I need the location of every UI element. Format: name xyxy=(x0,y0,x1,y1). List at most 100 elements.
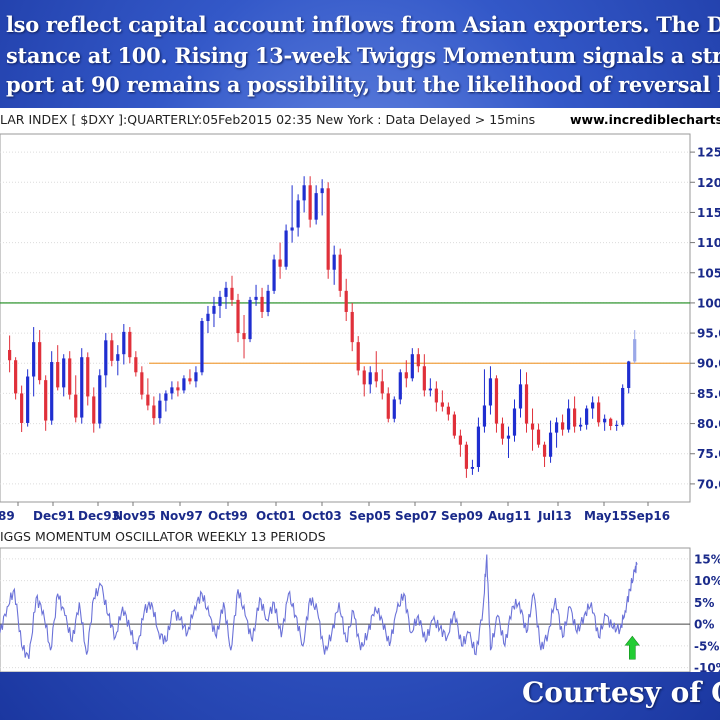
price-candle xyxy=(206,305,210,334)
oscillator-y-tick-label: -10% xyxy=(694,661,720,672)
price-candle xyxy=(548,420,553,463)
price-candle-body xyxy=(68,358,72,395)
price-y-tick-label: 110. xyxy=(697,236,720,250)
price-candle xyxy=(530,408,535,451)
price-candle xyxy=(104,333,108,388)
price-candle xyxy=(332,245,336,285)
price-candle xyxy=(320,179,324,216)
price-candle-body xyxy=(44,380,48,421)
price-candle xyxy=(296,194,300,237)
price-candle-body xyxy=(476,426,481,468)
price-candle xyxy=(182,375,186,394)
price-x-tick-label: Nov95 xyxy=(113,509,156,523)
price-candle xyxy=(536,423,541,448)
price-y-tick-label: 90.0 xyxy=(697,357,720,371)
price-candle-body xyxy=(260,296,264,312)
caption-line-1: lso reflect capital account inflows from… xyxy=(6,12,720,37)
price-candle xyxy=(597,396,601,427)
price-candle-body xyxy=(560,422,565,430)
price-candle xyxy=(603,414,607,431)
price-candle xyxy=(224,281,228,309)
price-candle-body xyxy=(104,340,108,376)
price-candle-body xyxy=(134,357,138,373)
price-candle xyxy=(380,369,384,400)
price-y-tick-label: 80.0 xyxy=(697,417,720,431)
price-candle-body xyxy=(206,313,210,322)
price-candle-body xyxy=(530,423,535,430)
price-candle xyxy=(446,402,450,421)
oscillator-gridlines xyxy=(0,558,690,669)
price-candle xyxy=(368,366,372,394)
price-candle xyxy=(128,327,132,364)
price-candle-body xyxy=(320,188,324,194)
price-candle-body xyxy=(488,378,493,406)
price-candle-body xyxy=(428,388,432,391)
price-candle xyxy=(554,417,559,448)
price-candle-body xyxy=(272,259,276,291)
price-candle-body xyxy=(585,408,589,425)
courtesy-banner: Courtesy of C xyxy=(500,676,720,716)
price-candle-body xyxy=(8,349,12,361)
oscillator-y-tick-label: 15% xyxy=(694,552,720,566)
price-candle xyxy=(591,396,595,419)
price-candle xyxy=(621,384,625,427)
price-candle-body xyxy=(452,414,456,436)
price-candle-body xyxy=(146,394,150,406)
price-candle-body xyxy=(350,311,354,343)
price-candle-body xyxy=(627,361,631,388)
price-candle-body xyxy=(621,387,625,425)
price-candle xyxy=(248,296,252,343)
price-candle xyxy=(326,182,330,279)
price-candle xyxy=(164,390,168,412)
price-candle-body xyxy=(368,372,372,385)
price-candle-body xyxy=(212,305,216,314)
oscillator-y-tick-label: -5% xyxy=(694,639,719,653)
price-candle xyxy=(410,348,414,382)
price-candle-body xyxy=(266,290,270,312)
price-candle-body xyxy=(302,185,306,201)
price-candle xyxy=(56,345,60,391)
price-candle-body xyxy=(14,360,18,394)
price-candles xyxy=(8,176,637,478)
price-candle xyxy=(524,372,529,433)
price-candle-body xyxy=(314,193,318,220)
price-candle-body xyxy=(362,370,366,385)
caption-line-3: port at 90 remains a possibility, but th… xyxy=(6,72,720,97)
price-y-tick-label: 75.0 xyxy=(697,447,720,461)
price-candle-body xyxy=(296,200,300,228)
price-candle-body xyxy=(86,357,90,397)
price-candle-body xyxy=(356,342,360,371)
price-y-tick-label: 70.0 xyxy=(697,477,720,491)
price-y-axis: 125. 120. 115. 110. 105. 100. 95.0 90.0 85.0 80.0… xyxy=(690,146,720,491)
price-candle-body xyxy=(615,424,619,426)
price-candle xyxy=(374,351,378,388)
price-x-tick-label: Dec91 xyxy=(33,509,75,523)
courtesy-text: Courtesy of C xyxy=(522,676,720,709)
price-candle xyxy=(615,420,619,431)
price-candle-body xyxy=(278,259,282,267)
price-candle xyxy=(68,351,72,400)
price-x-tick-label: Sep09 xyxy=(441,509,483,523)
price-candle-body xyxy=(386,393,390,419)
price-candle-body xyxy=(524,384,529,424)
price-candle xyxy=(518,369,523,418)
price-candle-body xyxy=(230,287,234,300)
price-candle xyxy=(344,278,348,322)
price-candle xyxy=(579,417,583,431)
price-y-tick-label: 105. xyxy=(697,266,720,280)
price-x-tick-label: Oct03 xyxy=(302,509,342,523)
oscillator-y-tick-label: 5% xyxy=(694,596,714,610)
price-plot-frame xyxy=(0,133,691,503)
price-candle-body xyxy=(308,185,312,220)
price-candle xyxy=(488,366,493,415)
price-candle xyxy=(609,417,613,431)
price-y-tick-label: 85.0 xyxy=(697,387,720,401)
price-candle xyxy=(140,366,144,400)
price-candle xyxy=(218,290,222,318)
price-candle xyxy=(470,459,475,475)
price-candle-body xyxy=(506,435,511,439)
price-candle xyxy=(440,390,444,412)
price-candle xyxy=(254,284,258,306)
price-x-tick-label: Nov97 xyxy=(160,509,203,523)
price-candle-body xyxy=(536,429,541,445)
